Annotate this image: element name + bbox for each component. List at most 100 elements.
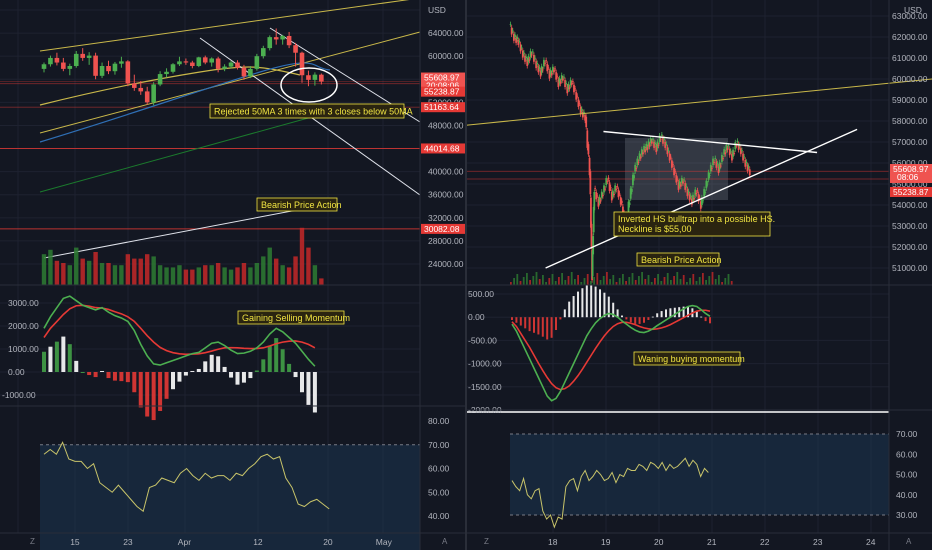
left-candle-body[interactable] bbox=[254, 56, 260, 69]
right-price-axis[interactable]: USD 63000.00 62000.00 61000.00 60000.00 5900… bbox=[892, 5, 928, 273]
right-candle-body[interactable] bbox=[518, 40, 521, 42]
right-candle-body[interactable] bbox=[609, 187, 612, 189]
right-candle-body[interactable] bbox=[684, 182, 687, 190]
left-candle-body[interactable] bbox=[209, 58, 214, 63]
right-candle-body[interactable] bbox=[717, 166, 720, 174]
right-candle-body[interactable] bbox=[587, 144, 590, 155]
note-bulltrap[interactable]: Inverted HS bulltrap into a possible HS.… bbox=[613, 211, 775, 237]
right-candle-body[interactable] bbox=[703, 189, 706, 197]
right-candle-body[interactable] bbox=[594, 188, 597, 189]
right-candle-body[interactable] bbox=[584, 115, 586, 121]
right-candle-body[interactable] bbox=[724, 152, 727, 155]
left-candle-body[interactable] bbox=[67, 65, 73, 69]
right-candle-body[interactable] bbox=[678, 181, 681, 187]
right-candle-body[interactable] bbox=[509, 24, 512, 25]
right-candle-body[interactable] bbox=[529, 50, 532, 57]
right-candle-body[interactable] bbox=[535, 61, 538, 69]
right-candle-body[interactable] bbox=[657, 145, 660, 146]
right-candle-body[interactable] bbox=[622, 206, 624, 217]
right-candle-body[interactable] bbox=[658, 135, 661, 142]
right-candle-body[interactable] bbox=[557, 79, 560, 87]
right-candle-body[interactable] bbox=[680, 178, 683, 183]
right-candle-body[interactable] bbox=[558, 78, 561, 84]
right-candle-body[interactable] bbox=[579, 106, 582, 115]
left-candle-body[interactable] bbox=[138, 87, 144, 92]
right-candle-body[interactable] bbox=[610, 191, 613, 201]
left-candle-body[interactable] bbox=[106, 65, 111, 72]
left-candles[interactable] bbox=[41, 28, 324, 106]
right-candle-body[interactable] bbox=[659, 138, 662, 140]
right-candle-body[interactable] bbox=[707, 172, 710, 180]
right-candle-body[interactable] bbox=[726, 148, 729, 150]
right-candle-body[interactable] bbox=[511, 30, 514, 32]
right-candle-body[interactable] bbox=[705, 180, 708, 189]
right-candle-body[interactable] bbox=[605, 178, 608, 186]
right-candle-body[interactable] bbox=[723, 149, 726, 155]
right-candle-body[interactable] bbox=[607, 177, 610, 180]
right-candle-body[interactable] bbox=[578, 103, 581, 104]
right-candle-body[interactable] bbox=[533, 54, 535, 62]
left-candle-body[interactable] bbox=[222, 66, 227, 69]
right-time-axis[interactable]: 18 19 20 21 22 23 24 bbox=[548, 537, 876, 547]
left-candle-body[interactable] bbox=[170, 64, 176, 72]
left-candle-body[interactable] bbox=[86, 55, 92, 58]
right-candle-body[interactable] bbox=[715, 161, 718, 168]
left-candle-body[interactable] bbox=[41, 64, 47, 69]
right-candle-body[interactable] bbox=[689, 195, 692, 197]
right-candle-body[interactable] bbox=[534, 57, 536, 59]
right-candle-body[interactable] bbox=[645, 143, 648, 149]
right-candle-body[interactable] bbox=[544, 63, 546, 65]
right-candle-body[interactable] bbox=[516, 36, 519, 40]
right-candle-body[interactable] bbox=[699, 201, 702, 209]
left-candle-body[interactable] bbox=[119, 61, 124, 64]
right-candle-body[interactable] bbox=[649, 138, 652, 144]
left-candle-body[interactable] bbox=[267, 37, 273, 49]
right-candle-body[interactable] bbox=[737, 144, 740, 150]
right-candle-body[interactable] bbox=[643, 145, 645, 151]
right-candle-body[interactable] bbox=[561, 78, 564, 81]
right-candle-body[interactable] bbox=[580, 108, 583, 111]
right-candle-body[interactable] bbox=[586, 130, 589, 148]
left-candle-body[interactable] bbox=[299, 52, 305, 76]
right-candle-body[interactable] bbox=[545, 60, 548, 61]
right-candle-body[interactable] bbox=[565, 82, 568, 84]
right-candle-body[interactable] bbox=[537, 66, 540, 73]
right-candle-body[interactable] bbox=[619, 197, 622, 205]
right-candle-body[interactable] bbox=[683, 179, 686, 181]
right-candle-body[interactable] bbox=[523, 52, 525, 54]
right-candle-body[interactable] bbox=[612, 190, 614, 197]
right-candle-body[interactable] bbox=[548, 71, 551, 79]
right-candle-body[interactable] bbox=[674, 171, 677, 173]
right-candle-body[interactable] bbox=[630, 188, 633, 192]
right-candle-body[interactable] bbox=[592, 236, 595, 255]
right-candle-body[interactable] bbox=[640, 149, 643, 155]
left-candle-body[interactable] bbox=[241, 67, 247, 77]
right-candle-body[interactable] bbox=[634, 164, 637, 172]
right-candle-body[interactable] bbox=[744, 159, 747, 167]
right-candle-body[interactable] bbox=[613, 193, 615, 196]
right-candle-body[interactable] bbox=[547, 67, 550, 69]
left-zoom-reset-button[interactable]: Z bbox=[30, 537, 35, 546]
right-candle-body[interactable] bbox=[712, 158, 714, 166]
right-auto-scale-button[interactable]: A bbox=[906, 537, 912, 546]
right-candle-body[interactable] bbox=[633, 175, 635, 179]
right-candle-body[interactable] bbox=[564, 80, 566, 87]
right-candle-body[interactable] bbox=[742, 153, 744, 161]
right-candle-body[interactable] bbox=[706, 183, 709, 185]
left-candle-body[interactable] bbox=[73, 53, 79, 66]
right-candle-body[interactable] bbox=[736, 140, 739, 142]
right-candle-body[interactable] bbox=[702, 200, 704, 202]
right-candle-body[interactable] bbox=[693, 198, 696, 200]
right-candle-body[interactable] bbox=[608, 182, 611, 191]
right-candle-body[interactable] bbox=[668, 153, 671, 161]
right-candle-body[interactable] bbox=[746, 165, 749, 171]
left-candle-body[interactable] bbox=[235, 62, 240, 68]
right-candle-body[interactable] bbox=[600, 191, 603, 198]
right-candle-body[interactable] bbox=[531, 51, 534, 53]
right-candle-body[interactable] bbox=[745, 161, 748, 163]
right-candle-body[interactable] bbox=[519, 44, 522, 52]
right-candle-body[interactable] bbox=[573, 84, 575, 93]
right-candle-body[interactable] bbox=[722, 158, 724, 160]
left-candle-body[interactable] bbox=[319, 74, 324, 82]
right-candle-body[interactable] bbox=[530, 54, 533, 56]
